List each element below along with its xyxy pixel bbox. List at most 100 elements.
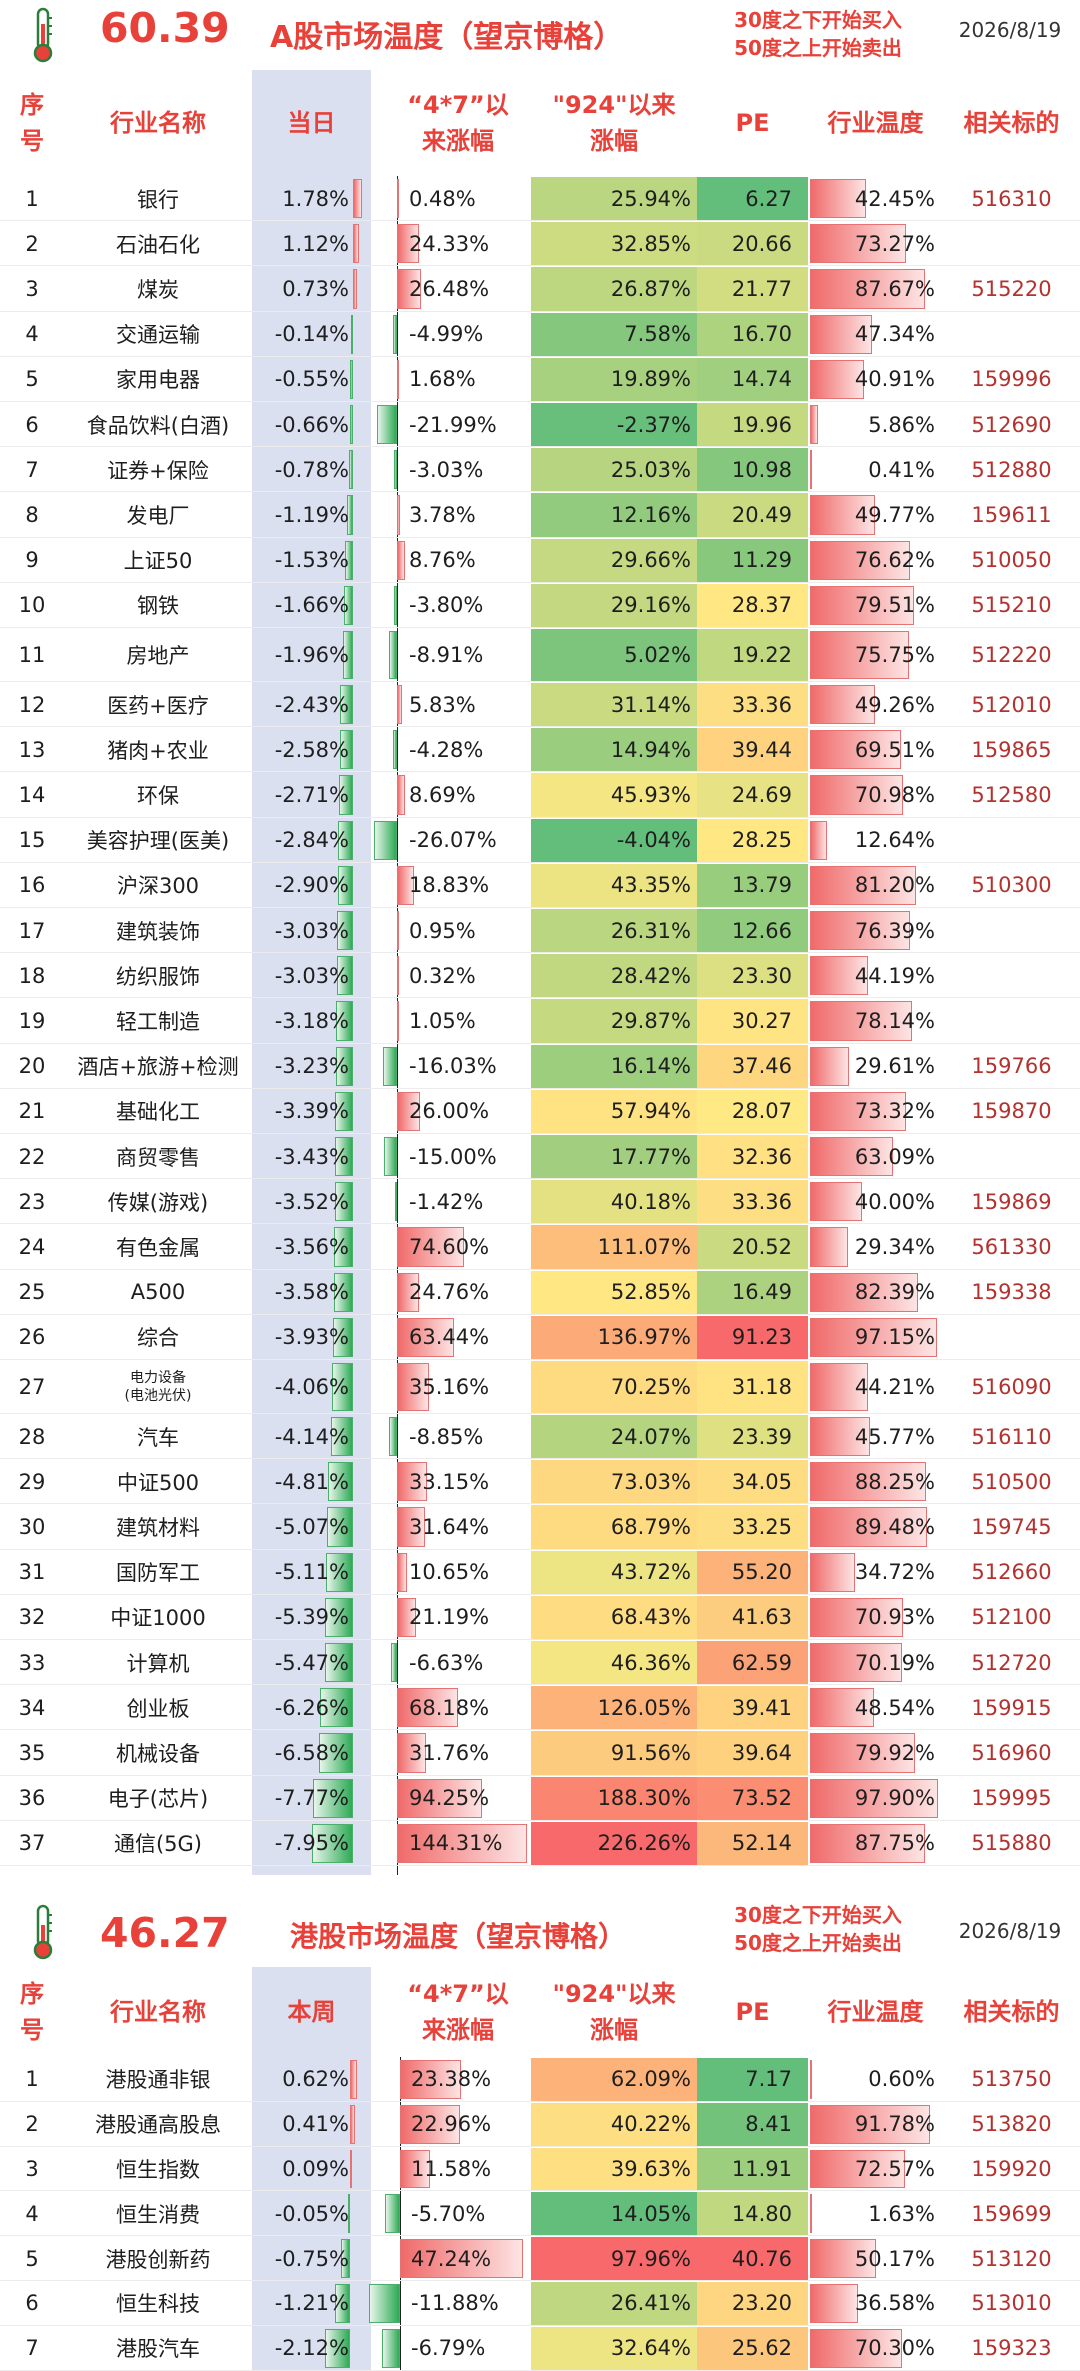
industry-temperature: 48.54% xyxy=(854,1695,935,1720)
related-ticker[interactable]: 512880 xyxy=(971,457,1052,482)
industry-temperature: 0.41% xyxy=(868,457,935,482)
related-ticker[interactable]: 516960 xyxy=(971,1740,1052,1765)
table-row: 房地产 11 -1.96% -8.91% 5.02% 19.22 75.75% 512220 xyxy=(0,628,1080,682)
related-ticker[interactable] xyxy=(943,1315,1080,1360)
related-ticker[interactable]: 513010 xyxy=(971,2291,1052,2316)
related-ticker[interactable]: 512220 xyxy=(971,643,1052,667)
pe-value: 40.76 xyxy=(731,2246,792,2271)
related-ticker[interactable] xyxy=(943,312,1080,357)
related-ticker[interactable]: 512010 xyxy=(971,692,1052,717)
since-47-bar xyxy=(397,1597,417,1637)
day-change: -0.14% xyxy=(274,322,349,347)
industry-temperature: 97.15% xyxy=(854,1325,935,1350)
table-row: A500 25 -3.58% 24.76% 52.85% 16.49 82.39% 15933… xyxy=(0,1270,1080,1315)
related-ticker[interactable]: 159865 xyxy=(971,737,1052,762)
related-ticker[interactable]: 512720 xyxy=(971,1650,1052,1675)
related-ticker[interactable]: 159323 xyxy=(971,2336,1052,2361)
day-change: -6.58% xyxy=(274,1740,349,1765)
industry-temperature: 1.63% xyxy=(868,2201,935,2226)
related-ticker[interactable]: 513750 xyxy=(971,2067,1052,2092)
industry-temperature: 79.92% xyxy=(854,1740,935,1765)
pe-heat-cell xyxy=(697,1550,808,1594)
related-ticker[interactable] xyxy=(943,998,1080,1043)
related-ticker[interactable]: 159996 xyxy=(971,367,1052,392)
table-row: 发电厂 8 -1.19% 3.78% 12.16% 20.49 49.77% 159611 xyxy=(0,492,1080,538)
related-ticker[interactable] xyxy=(943,953,1080,998)
since-47-bar xyxy=(397,911,399,951)
since-924-change: 73.03% xyxy=(610,1469,691,1494)
header-since-924: "924"以来 涨幅 xyxy=(552,91,676,155)
row-index: 7 xyxy=(25,457,39,482)
table-row: 建筑装饰 17 -3.03% 0.95% 26.31% 12.66 76.39% xyxy=(0,908,1080,954)
related-ticker[interactable] xyxy=(943,818,1080,863)
related-ticker[interactable]: 159611 xyxy=(971,502,1052,527)
since-924-change: 40.22% xyxy=(610,2112,691,2137)
related-ticker[interactable]: 159915 xyxy=(971,1695,1052,1720)
pe-value: 19.96 xyxy=(731,412,792,437)
since-924-heat-cell xyxy=(531,1505,697,1549)
related-ticker[interactable]: 561330 xyxy=(971,1234,1052,1259)
since-924-change: 111.07% xyxy=(597,1234,691,1259)
related-ticker[interactable]: 512690 xyxy=(971,412,1052,437)
since-924-change: 46.36% xyxy=(610,1650,691,1675)
related-ticker[interactable]: 512660 xyxy=(971,1560,1052,1585)
day-change-bar xyxy=(350,2060,358,2099)
row-index: 3 xyxy=(25,2156,39,2181)
related-ticker[interactable]: 159766 xyxy=(971,1054,1052,1079)
row-divider xyxy=(0,1593,1080,1595)
row-index: 20 xyxy=(18,1054,46,1079)
row-divider xyxy=(0,2235,1080,2237)
related-ticker[interactable]: 159870 xyxy=(971,1099,1052,1124)
related-ticker[interactable]: 515210 xyxy=(971,593,1052,618)
related-ticker[interactable]: 516090 xyxy=(971,1375,1052,1399)
day-change-bar xyxy=(311,1823,353,1863)
related-ticker[interactable]: 510300 xyxy=(971,873,1052,898)
since-924-change: 68.43% xyxy=(610,1605,691,1630)
thermometer-icon xyxy=(33,1904,53,1960)
day-change-bar xyxy=(312,1778,353,1818)
related-ticker[interactable]: 515220 xyxy=(971,276,1052,301)
related-ticker[interactable]: 159869 xyxy=(971,1189,1052,1214)
industry-name: 交通运输 xyxy=(116,323,200,348)
related-ticker[interactable]: 515880 xyxy=(971,1831,1052,1856)
related-ticker[interactable]: 159995 xyxy=(971,1786,1052,1811)
since-924-change: 14.05% xyxy=(610,2201,691,2226)
industry-temperature: 91.78% xyxy=(854,2112,935,2137)
related-ticker[interactable]: 159745 xyxy=(971,1514,1052,1539)
pe-value: 28.07 xyxy=(731,1099,792,1124)
related-ticker[interactable]: 159699 xyxy=(971,2201,1052,2226)
related-ticker[interactable]: 513820 xyxy=(971,2112,1052,2137)
pe-value: 23.20 xyxy=(731,2291,792,2316)
related-ticker[interactable] xyxy=(943,1134,1080,1179)
since-47-change: -4.99% xyxy=(409,322,484,347)
related-ticker[interactable]: 516110 xyxy=(971,1424,1052,1449)
related-ticker[interactable]: 159338 xyxy=(971,1280,1052,1305)
row-index: 35 xyxy=(18,1740,46,1765)
row-divider xyxy=(0,581,1080,583)
temperature-bar xyxy=(810,2239,876,2278)
pe-heat-cell xyxy=(697,1315,808,1359)
temperature-bar xyxy=(810,585,915,625)
since-924-heat-cell xyxy=(531,357,697,401)
related-ticker[interactable]: 513120 xyxy=(971,2246,1052,2271)
related-ticker[interactable]: 516310 xyxy=(971,186,1052,211)
pe-value: 31.18 xyxy=(731,1375,792,1399)
pe-value: 30.27 xyxy=(731,1008,792,1033)
day-change-bar xyxy=(348,2194,350,2234)
related-ticker[interactable] xyxy=(943,908,1080,953)
table-row: 交通运输 4 -0.14% -4.99% 7.58% 16.70 47.34% xyxy=(0,312,1080,357)
related-ticker[interactable]: 159920 xyxy=(971,2156,1052,2181)
row-index: 29 xyxy=(18,1469,46,1494)
since-924-change: 29.66% xyxy=(610,548,691,573)
header-pe: PE xyxy=(735,1998,770,2026)
related-ticker[interactable]: 512100 xyxy=(971,1605,1052,1630)
related-ticker[interactable]: 510500 xyxy=(971,1469,1052,1494)
table-row: 医药+医疗 12 -2.43% 5.83% 31.14% 33.36 49.26% 51201… xyxy=(0,682,1080,728)
related-ticker[interactable]: 512580 xyxy=(971,782,1052,807)
related-ticker[interactable]: 510050 xyxy=(971,548,1052,573)
industry-temperature: 70.30% xyxy=(854,2336,935,2361)
pe-value: 55.20 xyxy=(731,1560,792,1585)
since-47-bar xyxy=(397,1272,420,1312)
related-ticker[interactable] xyxy=(943,221,1080,266)
since-924-change: 16.14% xyxy=(610,1054,691,1079)
